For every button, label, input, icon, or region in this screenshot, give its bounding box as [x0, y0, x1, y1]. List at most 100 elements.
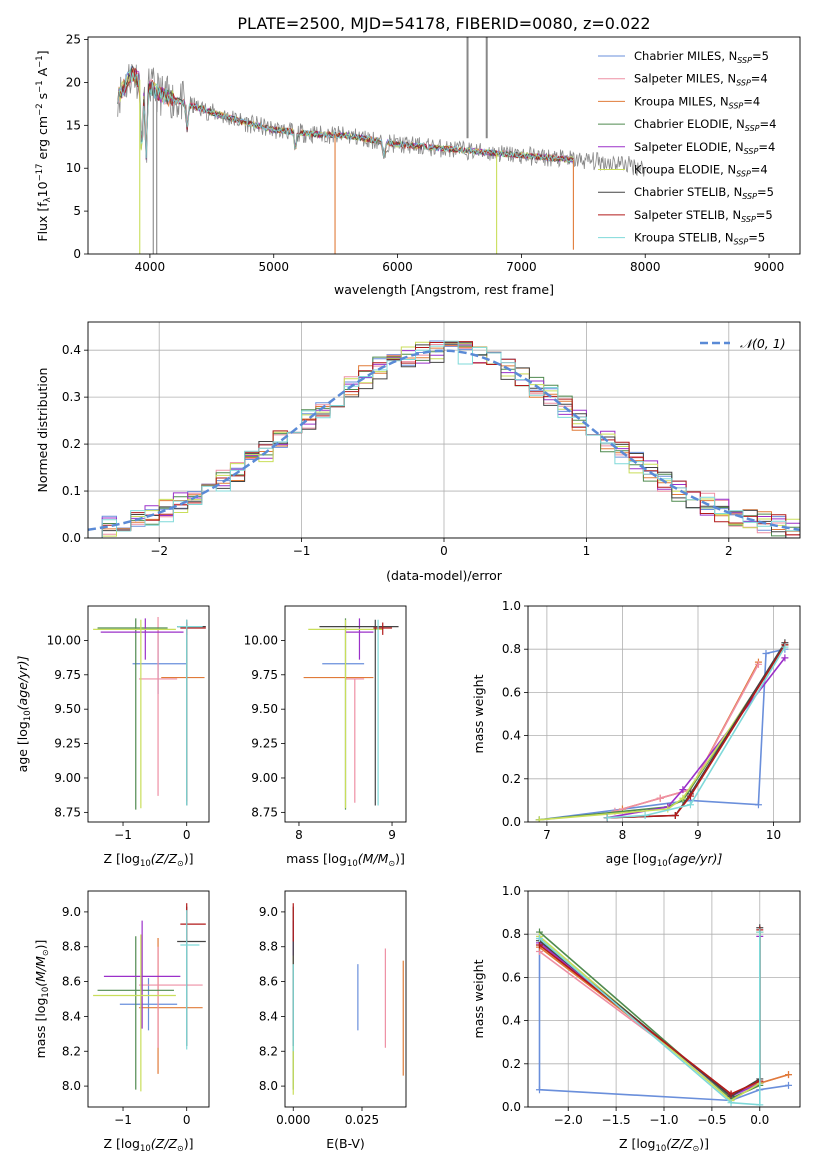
x-axis-label-part: )]	[184, 851, 194, 866]
legend-label: Kroupa STELIB, NSSP=5	[634, 231, 765, 247]
point-marker	[686, 801, 694, 809]
plot-area	[93, 903, 206, 1092]
x-axis-label-part: Z [log	[104, 1136, 140, 1151]
legend-label-part: SSP	[742, 192, 757, 201]
point-marker	[762, 650, 770, 658]
x-axis-label-part: ⊙	[177, 1144, 184, 1153]
x-axis-label-part: 10	[347, 859, 358, 869]
errorbar-kroupa_elodie	[93, 934, 176, 1092]
legend-label-part: SSP	[729, 101, 744, 110]
point-marker	[754, 660, 762, 668]
series-line-chabrier_stelib	[607, 642, 786, 819]
y-tick-label: 0.4	[62, 343, 81, 357]
y-tick-label: 10.00	[47, 633, 81, 647]
y-axis-label-part: −17	[35, 163, 45, 181]
legend-label-part: SSP	[736, 79, 751, 88]
axes-frame	[87, 605, 210, 823]
y-tick-label: 9.25	[251, 737, 278, 751]
chart-spectrum: 4000 5000 6000 7000 8000 9000 0 5 10 15 20 25 wavele…	[35, 33, 801, 297]
errorbar-chabrier_stelib	[319, 619, 399, 806]
y-tick-label: 8.6	[62, 975, 81, 989]
point-marker	[603, 814, 611, 822]
point-marker	[535, 1086, 543, 1094]
x-axis-label: wavelength [Angstrom, rest frame]	[334, 282, 554, 297]
legend-label: Salpeter MILES, NSSP=4	[634, 72, 768, 88]
x-tick-label: 0	[440, 544, 448, 558]
x-axis-label-part: 10	[655, 1144, 666, 1154]
y-tick-label: 15	[66, 118, 81, 132]
plot-area	[117, 37, 646, 254]
histogram-kroupa_stelib	[88, 340, 800, 538]
y-axis-label: age [log10(age/yr)]	[15, 656, 33, 773]
errorbar-salpeter_miles	[345, 678, 365, 803]
point-marker	[671, 812, 679, 820]
y-axis-label-part: ]	[35, 50, 50, 55]
x-tick-label: −1.5	[602, 1113, 631, 1127]
series-line-chabrier_miles	[539, 648, 786, 821]
legend-label-part: SSP	[741, 215, 756, 224]
x-axis-label-part: wavelength [Angstrom, rest frame]	[334, 282, 554, 297]
series-line-chabrier_stelib	[538, 927, 761, 1098]
x-axis-label-part: ⊙	[693, 1144, 700, 1153]
point-marker	[785, 1081, 793, 1089]
y-tick-label: 0.0	[502, 1100, 521, 1114]
plot-area	[88, 322, 800, 538]
x-tick-label: 0.025	[345, 1113, 379, 1127]
x-tick-label: −2.0	[554, 1113, 583, 1127]
x-tick-label: 2	[725, 544, 733, 558]
point-marker	[727, 1099, 735, 1107]
legend-label: Chabrier STELIB, NSSP=5	[634, 185, 774, 201]
y-tick-label: 9.75	[251, 668, 278, 682]
y-axis-label-part: −1	[35, 55, 45, 68]
y-axis-label-part: 10	[41, 987, 51, 998]
x-axis-label-part: )]	[395, 851, 405, 866]
axes-frame	[527, 605, 801, 823]
y-axis-label-part: (M/M	[33, 956, 48, 987]
y-tick-label: 8.2	[62, 1044, 81, 1058]
y-tick-label: 10	[66, 161, 81, 175]
y-tick-label: 8.0	[62, 1079, 81, 1093]
x-axis-label-part: 10	[657, 859, 668, 869]
x-tick-label: −1	[293, 544, 311, 558]
legend-label-part: Kroupa MILES, N	[634, 94, 729, 108]
point-marker	[727, 1090, 735, 1098]
y-tick-label: 0.4	[502, 1014, 521, 1028]
legend-label-part: =4	[758, 140, 775, 154]
y-tick-label: 0.0	[62, 531, 81, 545]
x-axis-label: Z [log10(Z/Z⊙)]	[104, 851, 194, 869]
axes-frame	[284, 605, 407, 823]
x-tick-label: −1.0	[649, 1113, 678, 1127]
x-tick-label: 8000	[630, 260, 661, 274]
x-axis-label-part: (age/yr)]	[668, 851, 723, 866]
x-axis-label-part: (Z/Z	[151, 851, 178, 866]
legend-label: Kroupa MILES, NSSP=4	[634, 94, 760, 110]
y-tick-label: 8.75	[251, 805, 278, 819]
y-tick-label: 9.0	[62, 905, 81, 919]
legend-label-part: =5	[752, 49, 769, 63]
y-tick-label: 8.0	[259, 1079, 278, 1093]
point-marker	[679, 794, 687, 802]
errorbar-chabrier_miles	[119, 978, 178, 1031]
y-axis-label-part: age [log	[15, 721, 30, 772]
chart-mass-weight-vs-Z: −2.0 −1.5 −1.0 −0.5 0.0 0.0 0.2 0.4 0.6 0.8 1.0 Z […	[471, 884, 801, 1154]
x-axis-label-part: Z [log	[619, 1136, 655, 1151]
x-axis-label: Z [log10(Z/Z⊙)]	[619, 1136, 709, 1154]
y-axis-label-part: mass [log	[33, 998, 48, 1059]
legend-label: Salpeter STELIB, NSSP=5	[634, 208, 773, 224]
y-tick-label: 0.4	[502, 729, 521, 743]
y-tick-label: 0.1	[62, 484, 81, 498]
legend-label-part: SSP	[744, 147, 759, 156]
errorbar-chabrier_elodie	[97, 936, 174, 1090]
legend-label-part: SSP	[745, 124, 760, 133]
errorbar-salpeter_stelib	[373, 622, 393, 635]
point-marker	[756, 928, 764, 936]
x-tick-label: 0.000	[276, 1113, 310, 1127]
legend-label: Kroupa ELODIE, NSSP=4	[634, 163, 768, 179]
x-axis-label-part: 10	[140, 1144, 151, 1154]
x-axis-label-part: (M/M	[358, 851, 389, 866]
y-tick-label: 0.2	[502, 1057, 521, 1071]
errorbar-salpeter_elodie	[345, 618, 374, 660]
axes-frame	[527, 890, 801, 1108]
